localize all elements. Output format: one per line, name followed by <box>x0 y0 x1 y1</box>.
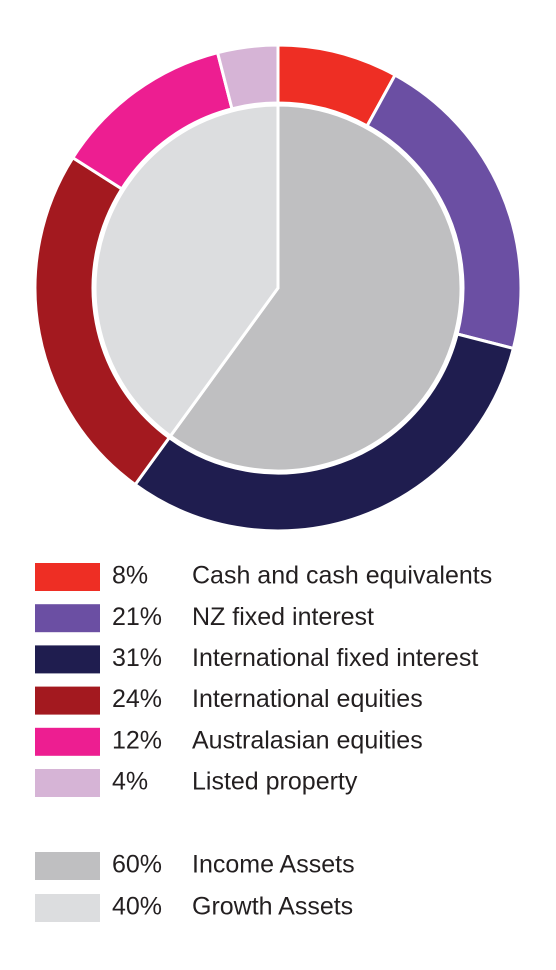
slice <box>133 332 516 533</box>
legend-label: Cash and cash equivalents <box>192 562 492 590</box>
legend-swatch <box>35 604 100 633</box>
legend-value: 21% <box>112 603 162 631</box>
slice <box>93 103 280 439</box>
legend-value: 31% <box>112 644 162 672</box>
legend-label: Growth Assets <box>192 893 353 921</box>
legend-swatch <box>35 686 100 715</box>
legend-value: 60% <box>112 851 162 879</box>
slice <box>168 103 463 473</box>
legend-swatch <box>35 645 100 674</box>
legend-value: 24% <box>112 685 162 713</box>
legend-swatch <box>35 563 100 591</box>
legend-value: 12% <box>112 726 162 754</box>
legend-label: Income Assets <box>192 851 355 879</box>
legend-label: Australasian equities <box>192 726 423 754</box>
legend-value: 40% <box>112 893 162 921</box>
legend-swatch <box>35 894 100 922</box>
legend-label: International equities <box>192 685 423 713</box>
legend-value: 4% <box>112 768 148 796</box>
legend-label: Listed property <box>192 768 358 796</box>
legend-swatch <box>35 852 100 880</box>
legend-swatch <box>35 769 100 797</box>
slice <box>215 43 280 111</box>
legend-label: NZ fixed interest <box>192 603 374 631</box>
legend-value: 8% <box>112 562 148 590</box>
legend-label: International fixed interest <box>192 644 478 672</box>
legend-swatch <box>35 727 100 756</box>
